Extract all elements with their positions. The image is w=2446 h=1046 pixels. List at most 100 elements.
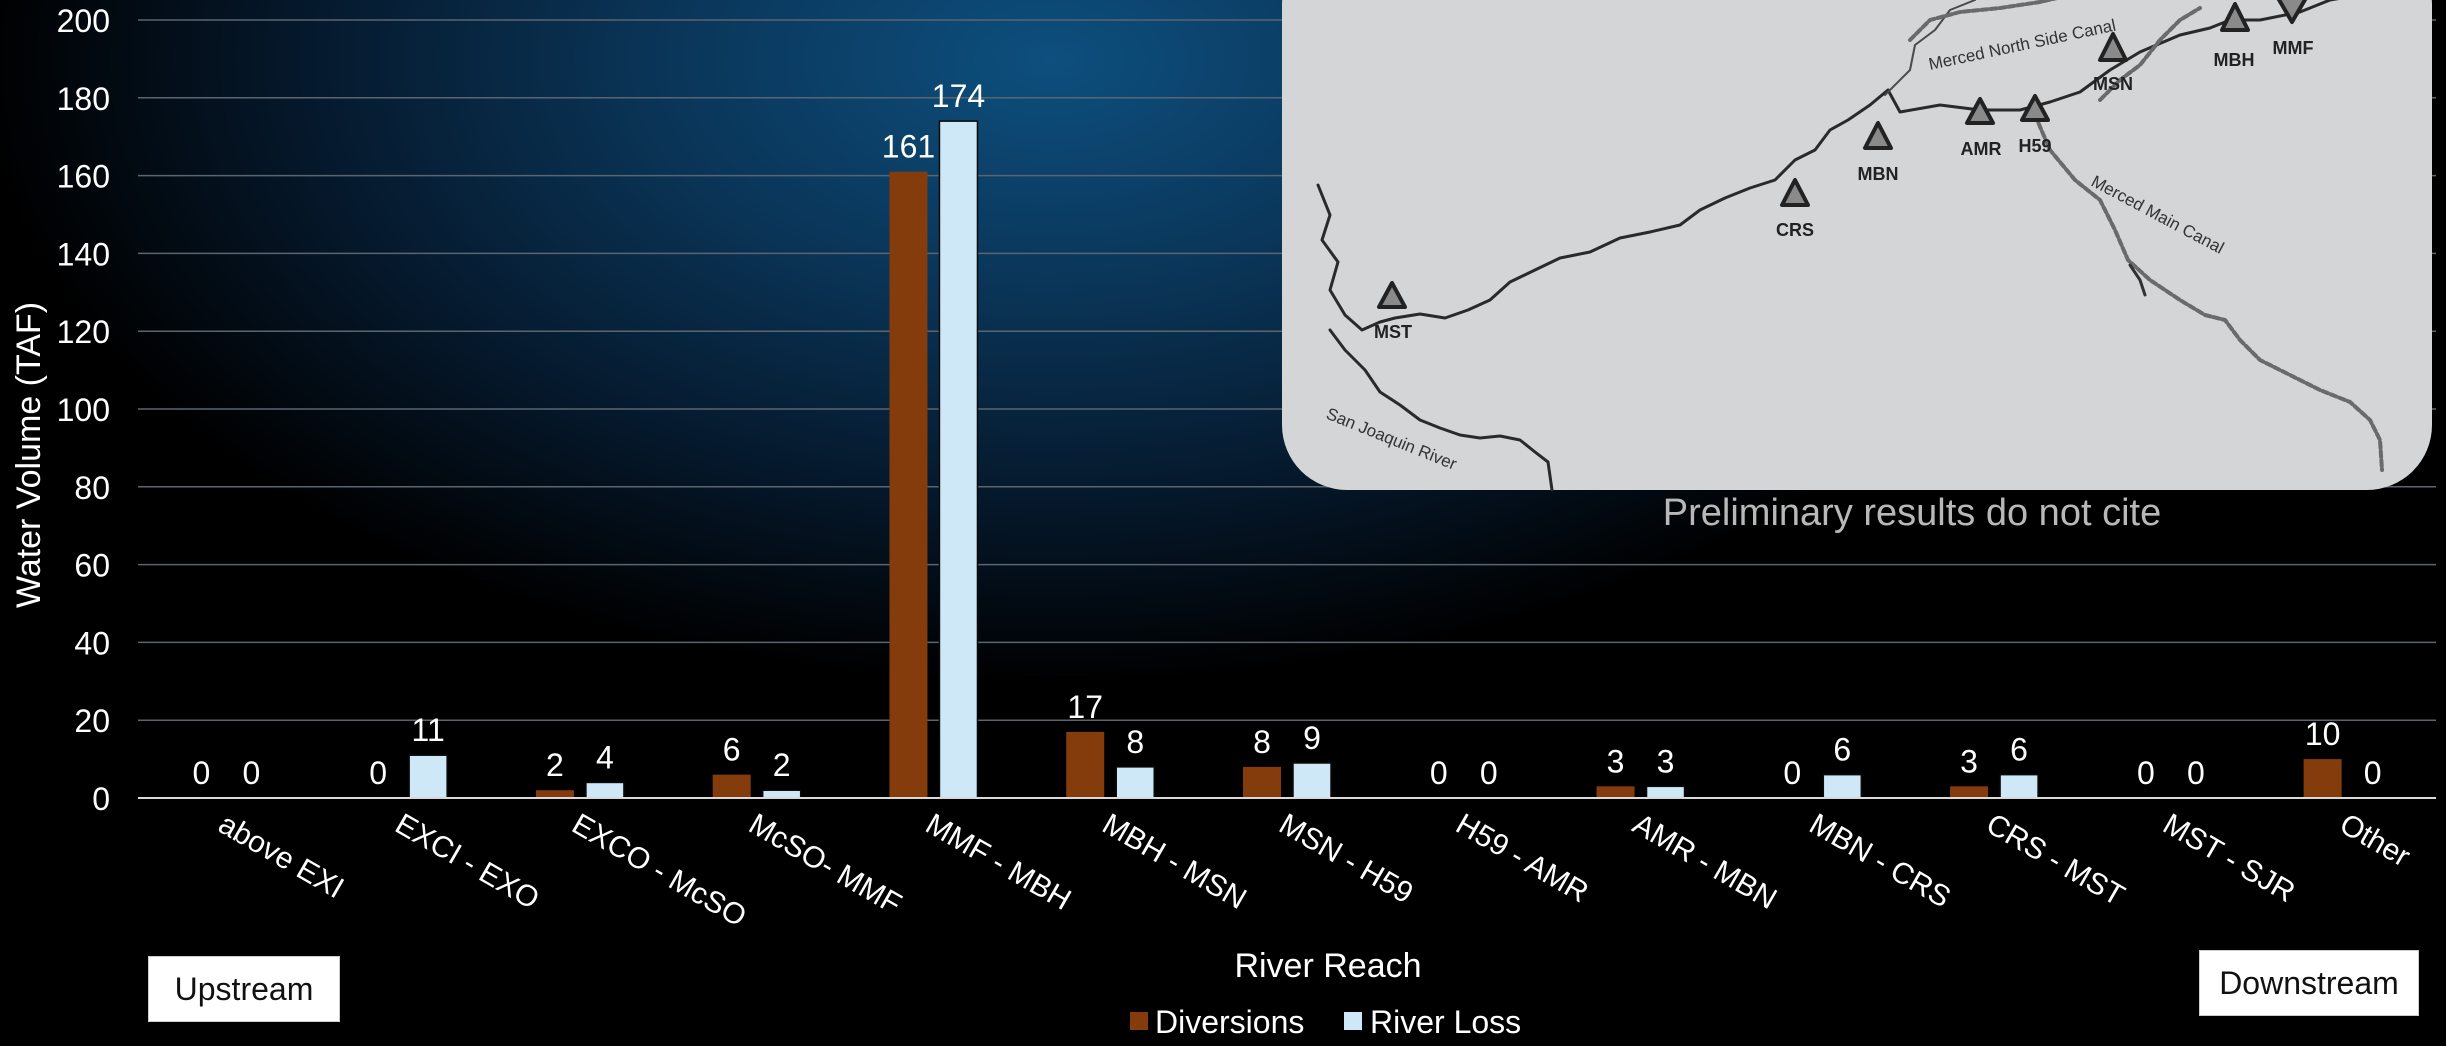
station-marker-mbn: [1863, 121, 1893, 150]
data-label: 0: [242, 755, 260, 791]
y-tick-label: 100: [57, 392, 110, 428]
station-label-mmf: MMF: [2273, 38, 2314, 58]
station-label-mbn: MBN: [1858, 164, 1899, 184]
x-tick-label: MST - SJR: [2157, 807, 2300, 909]
bar-river-loss: [1115, 766, 1155, 799]
bar-river-loss: [585, 781, 625, 799]
data-label: 0: [192, 755, 210, 791]
san-joaquin-river-path: [1328, 328, 1554, 492]
data-label: 2: [773, 747, 791, 783]
x-tick-label: MBN - CRS: [1804, 807, 1956, 914]
x-tick-label: AMR - MBN: [1627, 807, 1782, 916]
upstream-label: Upstream: [148, 956, 340, 1022]
data-label: 9: [1303, 720, 1321, 756]
x-tick-label: EXCO - McSO: [566, 807, 751, 933]
bar-diversions: [535, 790, 574, 798]
data-label: 0: [1783, 755, 1801, 791]
y-tick-label: 160: [57, 159, 110, 195]
data-label: 3: [1657, 743, 1675, 779]
y-tick-label: 120: [57, 314, 110, 350]
bar-diversions: [1596, 786, 1635, 798]
merced-main-canal-path: [2033, 113, 2384, 472]
bar-river-loss: [1822, 773, 1863, 799]
bar-river-loss: [408, 754, 448, 799]
data-label: 17: [1067, 689, 1103, 725]
legend-swatch-river-loss: [1344, 1012, 1362, 1030]
legend-label-diversions: Diversions: [1155, 1004, 1304, 1040]
y-tick-label: 0: [92, 781, 110, 817]
data-label: 3: [1607, 743, 1625, 779]
map-inset: MMF MBH MSN MBN AMR H59 CRS MST Merced N…: [1282, 0, 2432, 492]
data-label: 2: [546, 747, 564, 783]
y-tick-label: 200: [57, 3, 110, 39]
x-tick-label: CRS - MST: [1981, 807, 2130, 912]
bar-diversions: [889, 171, 928, 798]
x-axis-label: River Reach: [1234, 947, 1421, 985]
station-marker-mbh: [2220, 2, 2250, 32]
station-label-mbh: MBH: [2214, 50, 2255, 70]
data-label: 6: [1833, 732, 1851, 768]
y-tick-label: 80: [74, 470, 110, 506]
bar-river-loss: [1292, 762, 1332, 799]
data-label: 0: [2137, 755, 2155, 791]
y-tick-label: 60: [74, 548, 110, 584]
bar-diversions: [2303, 759, 2342, 798]
station-marker-crs: [1780, 178, 1810, 207]
data-label: 0: [2187, 755, 2205, 791]
station-label-amr: AMR: [1961, 139, 2002, 159]
x-tick-label: Other: [2334, 807, 2415, 873]
bar-diversions: [1950, 786, 1989, 798]
data-label: 161: [882, 129, 935, 165]
bar-diversions: [712, 774, 751, 798]
x-tick-label: McSO- MMF: [743, 807, 907, 921]
bars: [408, 120, 2342, 799]
bar-river-loss: [938, 120, 979, 799]
x-tick-label: EXCI - EXO: [390, 807, 545, 916]
data-label: 0: [369, 755, 387, 791]
y-tick-label: 40: [74, 625, 110, 661]
x-tick-label: MBH - MSN: [1097, 807, 1252, 916]
data-label: 6: [2010, 732, 2028, 768]
data-label: 10: [2305, 716, 2341, 752]
x-tick-label: MSN - H59: [1274, 807, 1419, 910]
legend-swatch-diversions: [1130, 1012, 1148, 1030]
bar-diversions: [1243, 766, 1281, 798]
data-label: 11: [412, 712, 445, 748]
bar-diversions: [1066, 731, 1105, 798]
downstream-label: Downstream: [2199, 950, 2419, 1016]
merced-river-path: [1316, 0, 2340, 332]
data-label: 8: [1126, 724, 1144, 760]
station-label-crs: CRS: [1776, 220, 1814, 240]
data-label: 0: [1430, 755, 1448, 791]
y-tick-label: 140: [57, 236, 110, 272]
x-tick-label: above EXI: [213, 807, 349, 905]
legend-label-river-loss: River Loss: [1370, 1004, 1521, 1040]
x-tick-label: H59 - AMR: [1450, 807, 1594, 909]
x-tick-label: MMF - MBH: [920, 807, 1076, 916]
station-label-msn: MSN: [2093, 74, 2133, 94]
data-label: 6: [723, 732, 741, 768]
data-label: 4: [596, 739, 614, 775]
y-tick-label: 20: [74, 703, 110, 739]
data-label: 174: [932, 78, 985, 114]
bar-river-loss: [1999, 773, 2039, 799]
station-label-mst: MST: [1374, 322, 1412, 342]
merced-north-side-canal-path: [1908, 0, 2058, 42]
preliminary-note: Preliminary results do not cite: [1663, 492, 2161, 534]
station-marker-amr: [1965, 97, 1995, 125]
data-label: 0: [2364, 755, 2382, 791]
station-marker-mst: [1377, 281, 1407, 309]
y-axis-label: Water Volume (TAF): [10, 302, 48, 608]
data-label: 8: [1253, 724, 1271, 760]
data-label: 0: [1480, 755, 1498, 791]
bar-river-loss: [1645, 785, 1686, 799]
station-marker-h59: [2020, 94, 2050, 122]
station-label-h59: H59: [2018, 136, 2051, 156]
y-axis-ticks: 0 20 40 60 80 100 120 140 160 180 200: [57, 3, 110, 817]
station-marker-msn: [2098, 32, 2128, 62]
legend: Diversions River Loss: [1130, 1004, 1521, 1040]
bar-river-loss: [761, 789, 802, 799]
